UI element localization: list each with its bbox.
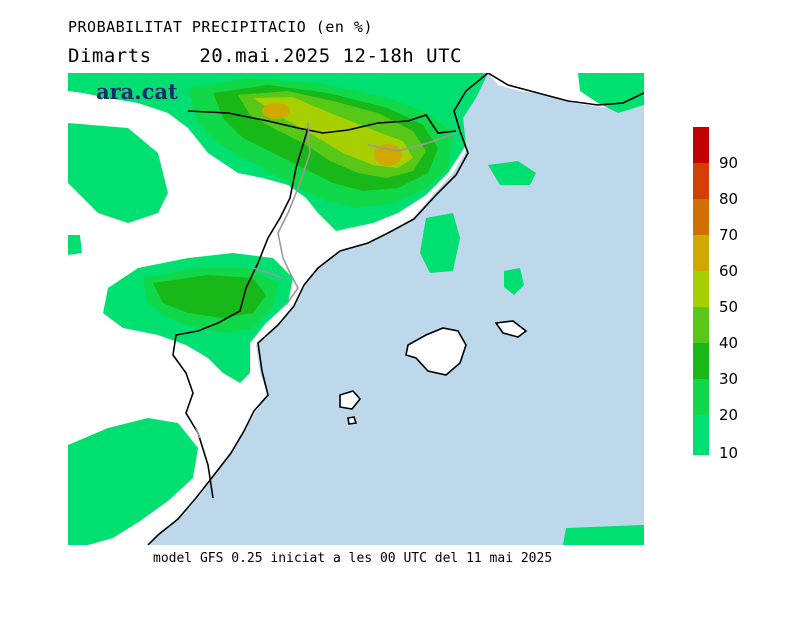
legend-label-40: 40 (719, 334, 739, 352)
map-title: PROBABILITAT PRECIPITACIO (en %) (68, 18, 373, 36)
coastline (147, 73, 489, 545)
balearic-islands (339, 320, 528, 425)
model-info-footer: model GFS 0.25 iniciat a les 00 UTC del … (153, 551, 553, 566)
aracat-logo: ara.cat (96, 79, 178, 104)
region-border-grey (195, 122, 457, 439)
legend-label-10: 10 (719, 444, 739, 462)
legend-swatch-20 (693, 379, 709, 415)
legend-swatch-40 (693, 307, 709, 343)
legend-swatch-60 (693, 235, 709, 271)
legend-label-70: 70 (719, 226, 739, 244)
legend-label-80: 80 (719, 190, 739, 208)
legend-label-90: 90 (719, 154, 739, 172)
legend-label-50: 50 (719, 298, 739, 316)
legend-label-20: 20 (719, 406, 739, 424)
legend-label-60: 60 (719, 262, 739, 280)
prob-60-zones (262, 103, 402, 166)
legend-swatch-70 (693, 199, 709, 235)
map-subtitle: Dimarts 20.mai.2025 12-18h UTC (68, 45, 462, 67)
legend-swatch-10 (693, 415, 709, 455)
legend-label-30: 30 (719, 370, 739, 388)
country-border-black (172, 110, 457, 499)
legend-swatch-90 (693, 127, 709, 163)
legend-swatch-30 (693, 343, 709, 379)
legend-swatch-80 (693, 163, 709, 199)
precipitation-map (68, 73, 644, 545)
coastline-france (487, 73, 644, 106)
legend-swatch-50 (693, 271, 709, 307)
